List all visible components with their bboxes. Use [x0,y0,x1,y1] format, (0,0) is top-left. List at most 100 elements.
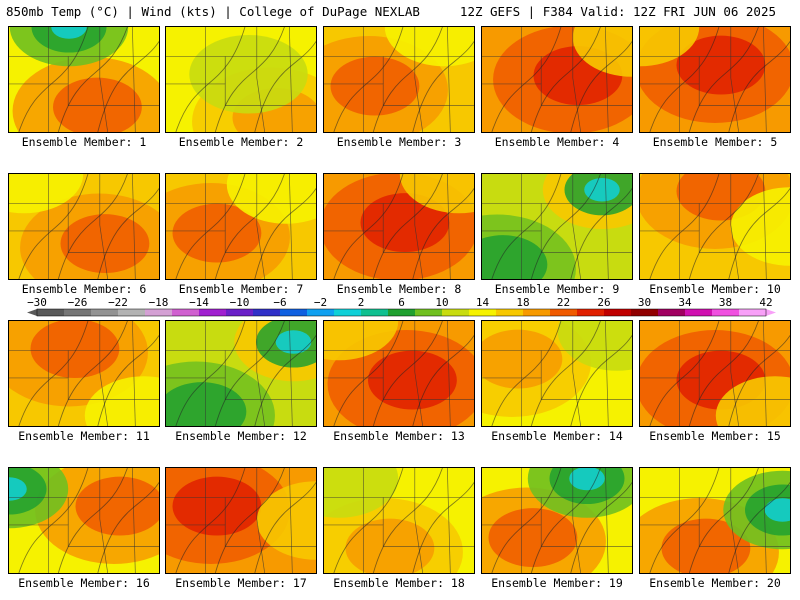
colorbar-right-arrow [766,309,776,316]
ensemble-member-label: Ensemble Member: 4 [494,135,620,149]
ensemble-member-label: Ensemble Member: 3 [336,135,462,149]
ensemble-panel [165,467,317,574]
colorbar-segment [307,309,335,316]
colorbar-segment [388,309,416,316]
ensemble-panel [639,320,791,427]
ensemble-member-label: Ensemble Member: 9 [494,282,620,296]
ensemble-member-label: Ensemble Member: 8 [336,282,462,296]
colorbar-tick-label: 42 [759,296,772,309]
colorbar-segment [604,309,632,316]
temperature-map [166,27,316,132]
colorbar-tick-label: −22 [108,296,128,309]
colorbar-tick-label: −2 [314,296,327,309]
colorbar-tick-label: −10 [230,296,250,309]
colorbar-segment [199,309,227,316]
ensemble-member-label: Ensemble Member: 19 [491,576,623,590]
ensemble-panel [639,26,791,133]
temperature-map [9,27,159,132]
colorbar-segment [280,309,308,316]
colorbar-segment [253,309,281,316]
colorbar-segment [145,309,173,316]
header-run-info: 12Z GEFS | F384 Valid: 12Z FRI JUN 06 20… [459,4,776,19]
colorbar-tick-label: 30 [638,296,651,309]
ensemble-panel [8,320,160,427]
ensemble-panel [481,467,633,574]
colorbar-tick-label: −26 [68,296,88,309]
temperature-map [482,27,632,132]
temperature-map [166,321,316,426]
colorbar-segment [550,309,578,316]
colorbar-segment [631,309,659,316]
colorbar-tick-label: −14 [189,296,209,309]
colorbar-tick-label: 34 [678,296,692,309]
ensemble-panel [481,320,633,427]
colorbar-segment [91,309,119,316]
ensemble-member-label: Ensemble Member: 7 [178,282,304,296]
colorbar-segment [523,309,551,316]
ensemble-member-label: Ensemble Member: 2 [178,135,304,149]
ensemble-member-label: Ensemble Member: 1 [21,135,147,149]
ensemble-panel [323,320,475,427]
temperature-map [640,468,790,573]
colorbar-tick-label: 26 [597,296,610,309]
temperature-map [482,174,632,279]
ensemble-member-label: Ensemble Member: 17 [175,576,307,590]
ensemble-member-label: Ensemble Member: 20 [649,576,781,590]
colorbar-tick-label: −6 [273,296,286,309]
temperature-map [640,27,790,132]
colorbar-segment [415,309,443,316]
header-title: 850mb Temp (°C) | Wind (kts) | College o… [6,4,420,19]
ensemble-panel [639,467,791,574]
temperature-colorbar: −30 −26 −22 −18 −14 −10 −6 −2 2 6 10 14 18 22 26 30 34 38… [27,296,776,317]
ensemble-panel [165,173,317,280]
temperature-map [324,27,474,132]
temperature-map [324,174,474,279]
colorbar-segment [334,309,362,316]
temperature-map [9,468,159,573]
temperature-map [166,468,316,573]
temperature-map [9,321,159,426]
ensemble-panel [481,173,633,280]
ensemble-panel [165,26,317,133]
colorbar-tick-label: 6 [398,296,405,309]
ensemble-panel [323,26,475,133]
colorbar-segment [361,309,389,316]
colorbar-segment [226,309,254,316]
ensemble-panel [481,26,633,133]
colorbar-tick-label: 22 [557,296,570,309]
colorbar-segment [469,309,497,316]
colorbar-segment [712,309,740,316]
colorbar-segment [64,309,92,316]
colorbar-segment [577,309,605,316]
ensemble-member-label: Ensemble Member: 13 [333,429,465,443]
ensemble-member-label: Ensemble Member: 6 [21,282,147,296]
ensemble-panel [165,320,317,427]
colorbar-tick-label: 18 [516,296,529,309]
colorbar-segment [118,309,146,316]
colorbar-segment [172,309,200,316]
colorbar-segment [739,309,767,316]
colorbar-tick-label: −30 [27,296,47,309]
ensemble-member-label: Ensemble Member: 10 [649,282,781,296]
ensemble-member-label: Ensemble Member: 12 [175,429,307,443]
colorbar-segment [442,309,470,316]
colorbar-segment [685,309,713,316]
ensemble-member-label: Ensemble Member: 11 [18,429,150,443]
temperature-map [9,174,159,279]
ensemble-member-label: Ensemble Member: 14 [491,429,623,443]
ensemble-member-label: Ensemble Member: 16 [18,576,150,590]
temperature-map [640,321,790,426]
colorbar-tick-label: −18 [149,296,169,309]
temperature-map [324,468,474,573]
ensemble-panel [639,173,791,280]
temperature-map [324,321,474,426]
ensemble-panel [8,467,160,574]
ensemble-member-label: Ensemble Member: 18 [333,576,465,590]
ensemble-panel [8,26,160,133]
colorbar-tick-label: 38 [719,296,732,309]
colorbar-left-arrow [27,309,37,316]
ensemble-panel [323,467,475,574]
colorbar-segment [658,309,686,316]
temperature-map [166,174,316,279]
temperature-map [640,174,790,279]
